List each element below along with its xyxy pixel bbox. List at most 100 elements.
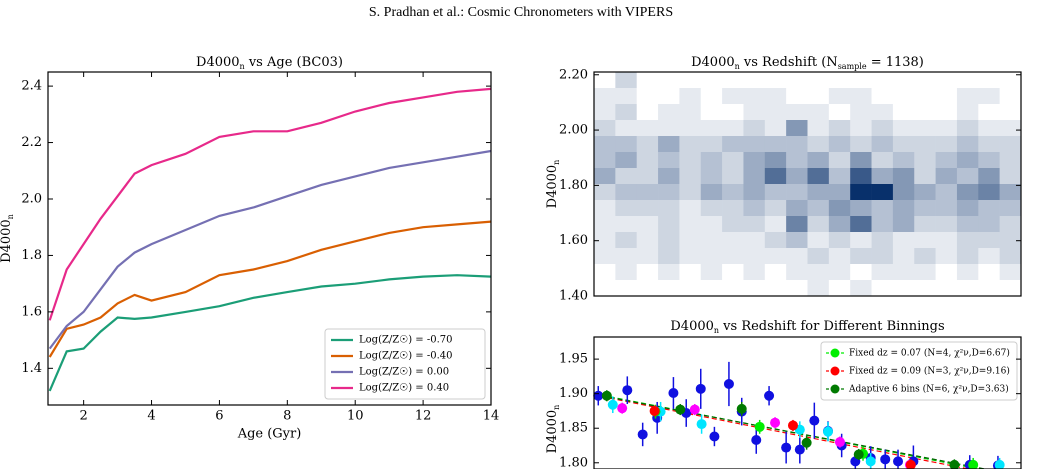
chart-title-part: vs Redshift (N	[740, 55, 838, 70]
series-line	[48, 149, 492, 350]
fit-line	[593, 393, 982, 469]
heat-cell	[999, 120, 1022, 137]
y-tick-label: 1.85	[559, 421, 588, 436]
x-tick-label: 10	[347, 409, 364, 424]
heat-cell	[914, 184, 936, 201]
x-tick-label: 2	[80, 409, 88, 424]
y-tick-label: 2.4	[21, 79, 42, 94]
series-line	[48, 274, 492, 392]
y-axis-label-part: D4000	[545, 410, 560, 454]
heat-cell	[999, 216, 1022, 233]
heat-cell	[679, 120, 702, 137]
heat-cell	[871, 216, 894, 233]
heat-cell	[764, 120, 787, 137]
heat-cell	[999, 72, 1022, 89]
heat-cell	[658, 264, 680, 281]
heat-cell	[871, 232, 894, 249]
heat-cell	[615, 264, 637, 281]
heat-cell	[871, 88, 894, 105]
legend-marker	[830, 348, 840, 358]
heat-cell	[999, 200, 1022, 217]
heat-cell	[935, 280, 958, 297]
heat-cell	[892, 200, 915, 217]
heat-cell	[978, 72, 1000, 89]
heat-cell	[743, 152, 766, 169]
data-point	[696, 419, 707, 430]
heat-cell	[786, 280, 808, 297]
heat-cell	[615, 280, 637, 297]
heat-cell	[615, 152, 637, 169]
heat-cell	[594, 232, 616, 249]
heat-cell	[679, 104, 702, 121]
x-tick-label: 6	[215, 409, 223, 424]
heat-cell	[786, 232, 808, 249]
heat-cell	[636, 184, 659, 201]
heat-cell	[743, 248, 766, 265]
legend-marker	[830, 366, 840, 376]
data-point	[709, 431, 720, 442]
heat-cell	[956, 232, 979, 249]
heat-cell	[764, 104, 787, 121]
heat-cell	[999, 264, 1022, 281]
heat-cell	[807, 88, 830, 105]
heat-cell	[743, 136, 766, 153]
heat-cell	[743, 280, 766, 297]
heat-cell	[807, 152, 830, 169]
heat-cell	[871, 104, 894, 121]
heat-cell	[892, 72, 915, 89]
data-point	[787, 420, 798, 431]
heat-cell	[743, 104, 766, 121]
heat-cell	[828, 104, 851, 121]
series-line	[48, 220, 492, 358]
heat-cell	[956, 72, 979, 89]
heat-cell	[956, 280, 979, 297]
heat-cell	[850, 72, 872, 89]
heat-cell	[892, 120, 915, 137]
fit-line	[593, 393, 989, 469]
heat-cell	[636, 264, 659, 281]
heat-cell	[828, 200, 851, 217]
y-tick-label: 1.80	[559, 178, 588, 193]
heat-cell	[828, 136, 851, 153]
heat-cell	[935, 152, 958, 169]
heat-cell	[615, 104, 637, 121]
heat-cell	[828, 152, 851, 169]
heat-cell	[850, 280, 872, 297]
heat-cell	[700, 168, 723, 185]
heat-cell	[679, 88, 702, 105]
heat-cell	[871, 168, 894, 185]
heat-cell	[850, 232, 872, 249]
data-point	[781, 442, 792, 453]
heat-cell	[722, 280, 744, 297]
heat-cell	[892, 232, 915, 249]
heat-cell	[658, 88, 680, 105]
series-line	[48, 87, 492, 321]
x-tick-label: 12	[415, 409, 432, 424]
chart-title-part: n	[735, 62, 740, 71]
heat-cell	[978, 88, 1000, 105]
heat-cell	[594, 120, 616, 137]
heat-cell	[658, 184, 680, 201]
heat-cell	[978, 264, 1000, 281]
data-point	[834, 437, 845, 448]
heat-cell	[636, 136, 659, 153]
heat-cell	[892, 216, 915, 233]
heat-cell	[764, 216, 787, 233]
chart-title-part: sample	[838, 62, 867, 71]
heat-cell	[743, 232, 766, 249]
heat-cell	[743, 120, 766, 137]
heat-cell	[999, 280, 1022, 297]
heat-cell	[679, 184, 702, 201]
heat-cell	[658, 136, 680, 153]
heat-cell	[828, 72, 851, 89]
y-axis-label-part: n	[552, 160, 561, 165]
heat-cell	[935, 216, 958, 233]
data-point	[637, 429, 648, 440]
heat-cell	[615, 88, 637, 105]
heat-cell	[807, 184, 830, 201]
heat-cell	[786, 120, 808, 137]
heat-cell	[999, 168, 1022, 185]
data-point	[736, 403, 747, 414]
heat-cell	[700, 120, 723, 137]
heat-cell	[615, 248, 637, 265]
